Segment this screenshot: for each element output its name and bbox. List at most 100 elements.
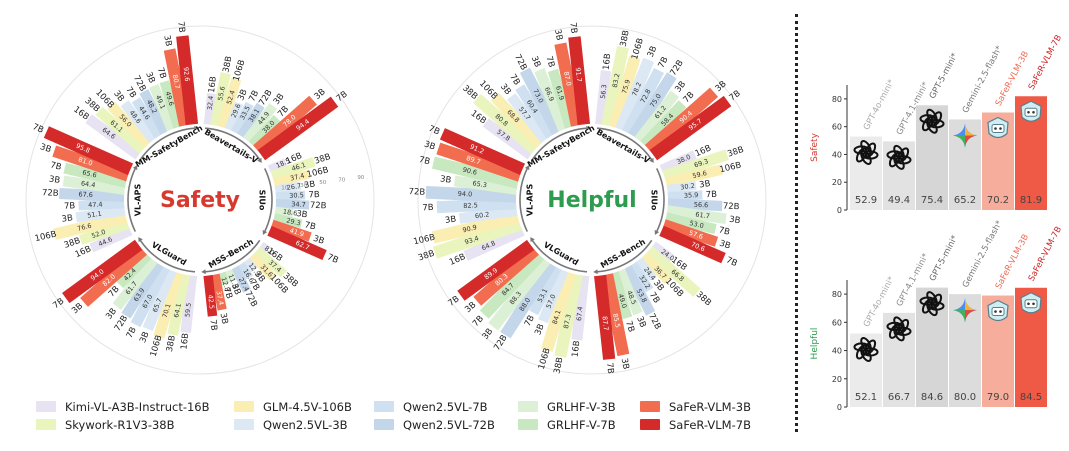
radial-bar xyxy=(507,93,550,144)
model-size-label: 7B xyxy=(325,252,339,266)
model-size-label: 3B xyxy=(699,179,712,190)
y-tick-label: 60 xyxy=(832,318,842,327)
model-size-label: 72B xyxy=(42,188,59,199)
model-size-label: 7B xyxy=(567,22,578,34)
radial-bar xyxy=(453,175,518,195)
model-size-label: 7B xyxy=(623,320,636,334)
radial-bar xyxy=(224,101,244,132)
openai-logo-petal xyxy=(886,321,903,331)
model-size-label: 7B xyxy=(427,124,441,138)
radial-bar xyxy=(436,197,517,214)
radial-bar xyxy=(253,246,287,278)
radial-bar xyxy=(203,93,216,125)
radial-bar xyxy=(163,48,191,127)
model-size-label: 3B xyxy=(729,215,742,226)
gemini-star-segment xyxy=(953,310,965,323)
robot-eye xyxy=(999,310,1002,313)
bar-value-label: 52.9 xyxy=(855,195,877,206)
model-size-label: 7B xyxy=(718,225,731,237)
gemini-star-icon xyxy=(953,123,977,148)
legend-item: Qwen2.5VL-72B xyxy=(374,418,495,432)
model-size-label: 16B xyxy=(207,76,219,94)
robot-eye xyxy=(994,310,997,313)
radial-bar xyxy=(659,150,697,174)
openai-logo-petal xyxy=(919,114,936,124)
radial-bar xyxy=(248,114,281,148)
radial-bar xyxy=(473,245,539,306)
model-size-label: 16B xyxy=(448,252,467,268)
radial-bar xyxy=(529,265,562,316)
radial-bar xyxy=(519,67,563,136)
sector-axis-arrow xyxy=(586,125,591,131)
bar-value-label: 12.8 xyxy=(219,276,231,292)
model-size-label: 106B xyxy=(306,165,330,180)
radial-bar xyxy=(431,211,520,244)
model-size-label: 3B xyxy=(718,239,732,252)
y-tick-label: 80 xyxy=(832,95,842,104)
legend-label: GRLHF-V-7B xyxy=(547,418,616,432)
bar-value-label: 67.6 xyxy=(78,190,93,199)
radial-bar xyxy=(79,219,130,245)
model-size-label: 38B xyxy=(417,249,436,264)
radial-bar xyxy=(95,106,147,154)
model-size-label: 3B xyxy=(444,214,457,225)
model-size-label: 72B xyxy=(257,88,274,108)
bar-category-label: SaFeR-VLM-7B xyxy=(1027,225,1064,283)
grid-ring xyxy=(25,25,375,375)
bar-value-label: 47.4 xyxy=(88,201,103,210)
grid-ring xyxy=(417,25,767,375)
bar-value-label: 53.0 xyxy=(689,219,705,230)
model-size-label: 3B xyxy=(313,87,328,102)
model-size-label: 38B xyxy=(726,145,745,160)
openai-logo-icon xyxy=(886,144,912,170)
bar-value-label: 35.9 xyxy=(684,191,699,200)
y-tick-label: 40 xyxy=(832,347,842,356)
model-size-label: 3B xyxy=(61,213,74,224)
gemini-star-segment xyxy=(965,135,977,148)
model-size-label: 7B xyxy=(303,220,316,232)
model-size-label: 106B xyxy=(719,160,743,175)
radial-bar xyxy=(53,211,128,240)
radial-bar xyxy=(59,187,125,202)
radial-bar xyxy=(458,205,518,224)
model-size-label: 16B xyxy=(571,340,583,358)
safer-vlm-logo-icon xyxy=(1020,292,1042,314)
model-size-label: 3B xyxy=(39,142,53,155)
bar-value-label: 65.6 xyxy=(82,168,98,179)
robot-face xyxy=(1024,299,1038,309)
sector-axis-arc xyxy=(204,239,261,273)
legend-swatch xyxy=(374,401,394,412)
category-label: SIUo xyxy=(258,190,267,211)
model-size-label: 3B xyxy=(619,357,631,370)
radial-bar xyxy=(634,90,680,144)
model-size-label: 3B xyxy=(463,300,478,315)
sector-axis-arc xyxy=(531,239,588,273)
model-size-label: 3B xyxy=(646,45,660,59)
sector-axis-arrow xyxy=(201,269,206,275)
bar-value-label: 84.1 xyxy=(551,309,563,325)
radial-bar xyxy=(479,251,545,319)
radial-bar xyxy=(547,68,576,129)
comparison-bar-charts: 020406080Safety52.9GPT-4o-mini*49.4GPT-4… xyxy=(810,33,1064,412)
radial-bar xyxy=(167,273,191,336)
radial-bar xyxy=(159,80,183,129)
bar-value-label: 18.6 xyxy=(282,208,297,218)
radial-bar xyxy=(180,275,198,333)
model-size-label: 16B xyxy=(179,332,191,350)
radial-bar xyxy=(436,142,522,182)
radial-bar xyxy=(640,100,687,149)
sector-axis-arrow xyxy=(593,269,598,275)
legend-label: Skywork-R1V3-38B xyxy=(65,418,175,432)
model-size-label: 3B xyxy=(439,174,452,185)
bar-value-label: 83.2 xyxy=(611,73,622,89)
openai-logo-petal xyxy=(853,145,870,155)
model-size-label: 3B xyxy=(312,234,326,247)
bar-value-label: 32.4 xyxy=(206,95,216,110)
radial-bar xyxy=(131,97,164,139)
radial-bar xyxy=(275,199,310,210)
legend-item: Skywork-R1V3-38B xyxy=(36,418,175,432)
radial-bar xyxy=(482,118,534,160)
bar-value-label: 37.4 xyxy=(289,172,305,183)
section-divider xyxy=(795,14,798,432)
safer-vlm-logo-icon xyxy=(1020,100,1042,122)
